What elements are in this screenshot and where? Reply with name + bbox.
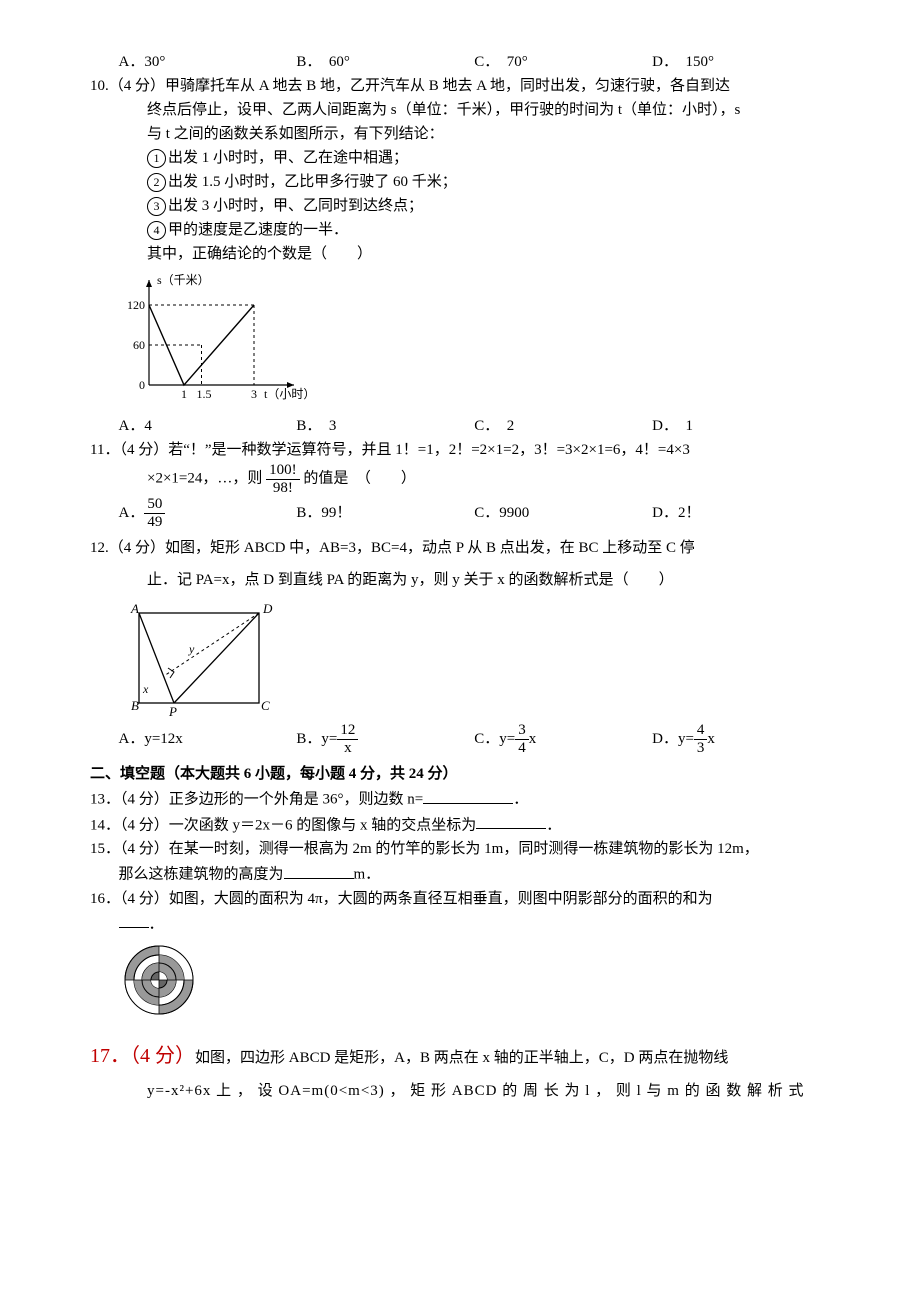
svg-text:t（小时）: t（小时） (264, 387, 315, 401)
q11-opt-b: B．99！ (296, 501, 474, 525)
q12-d-fraction: 4 3 (694, 722, 708, 756)
q13-blank (423, 786, 513, 804)
section-2-heading: 二、填空题（本大题共 6 小题，每小题 4 分，共 24 分） (90, 762, 830, 786)
q11-options: A． 50 49 B．99！ C．9900 D．2！ (119, 496, 831, 530)
q15-line1: 15．（4 分）在某一时刻，测得一根高为 2m 的竹竿的影长为 1m，同时测得一… (90, 837, 830, 861)
q11-main-fraction: 100! 98! (266, 462, 300, 496)
q9-options: A．30° B． 60° C． 70° D． 150° (119, 50, 831, 74)
q10-c3: 3出发 3 小时时，甲、乙同时到达终点； (90, 194, 830, 218)
q12-options: A．y=12x B．y= 12 x C．y= 3 4 x D．y= 4 3 x (119, 722, 831, 756)
q12-figure: A D B C P x y (119, 598, 831, 718)
q17-number: 17． (90, 1045, 130, 1067)
q10-opt-d: D． 1 (652, 414, 830, 438)
svg-text:1.5: 1.5 (196, 387, 211, 401)
q12-opt-b: B．y= 12 x (296, 722, 474, 756)
svg-text:A: A (130, 601, 139, 616)
q11-opt-a: A． 50 49 (119, 496, 297, 530)
q10-c2: 2出发 1.5 小时时，乙比甲多行驶了 60 千米； (90, 170, 830, 194)
q10-opt-a: A．4 (119, 414, 297, 438)
q16-line1: 16．（4 分）如图，大圆的面积为 4π，大圆的两条直径互相垂直，则图中阴影部分… (90, 887, 830, 911)
q12-b-fraction: 12 x (337, 722, 358, 756)
q11-a-fraction: 50 49 (144, 496, 165, 530)
q16-figure (119, 940, 831, 1020)
q16-line2: ． (90, 911, 830, 937)
svg-text:0: 0 (139, 378, 145, 392)
svg-text:3: 3 (251, 387, 257, 401)
q10-chart: 0 60 120 1 1.5 3 s（千米） t（小时） (119, 270, 831, 410)
svg-text:D: D (262, 601, 273, 616)
q17-line1: 17．（4 分）如图，四边形 ABCD 是矩形，A，B 两点在 x 轴的正半轴上… (90, 1036, 830, 1076)
circle-1-icon: 1 (147, 149, 166, 168)
q9-opt-d: D． 150° (652, 50, 830, 74)
svg-text:s（千米）: s（千米） (157, 273, 210, 287)
q11-stem-2: ×2×1=24，…，则 100! 98! 的值是 （ ） (90, 462, 830, 496)
svg-text:B: B (131, 698, 139, 713)
q10-c1: 1出发 1 小时时，甲、乙在途中相遇； (90, 146, 830, 170)
svg-text:x: x (142, 682, 149, 696)
q12-opt-d: D．y= 4 3 x (652, 722, 830, 756)
q15-blank (284, 861, 354, 879)
svg-text:1: 1 (181, 387, 187, 401)
q9-opt-a: A．30° (119, 50, 297, 74)
q10-c4: 4甲的速度是乙速度的一半． (90, 218, 830, 242)
svg-text:y: y (188, 642, 195, 656)
circle-3-icon: 3 (147, 197, 166, 216)
q10-opt-b: B． 3 (296, 414, 474, 438)
svg-text:C: C (261, 698, 270, 713)
q14: 14．（4 分）一次函数 y＝2x－6 的图像与 x 轴的交点坐标为． (90, 812, 830, 838)
q10-ask: 其中，正确结论的个数是（ ） (90, 242, 830, 266)
q13: 13．（4 分）正多边形的一个外角是 36°，则边数 n=． (90, 786, 830, 812)
q17-score: （4 分） (130, 1045, 195, 1067)
q9-opt-b: B． 60° (296, 50, 474, 74)
q15-line2: 那么这栋建筑物的高度为m． (90, 861, 830, 887)
q10-stem-3: 与 t 之间的函数关系如图所示，有下列结论： (90, 122, 830, 146)
q11-stem-1: 11．（4 分）若“！”是一种数学运算符号，并且 1！=1，2！=2×1=2，3… (90, 438, 830, 462)
svg-text:120: 120 (127, 298, 145, 312)
q12-opt-a: A．y=12x (119, 727, 297, 751)
q9-opt-c: C． 70° (474, 50, 652, 74)
q10-stem-1: 10.（4 分）甲骑摩托车从 A 地去 B 地，乙开汽车从 B 地去 A 地，同… (90, 74, 830, 98)
q11-opt-d: D．2！ (652, 501, 830, 525)
q10-stem-2: 终点后停止，设甲、乙两人间距离为 s（单位：千米），甲行驶的时间为 t（单位：小… (90, 98, 830, 122)
q10-opt-c: C． 2 (474, 414, 652, 438)
circle-4-icon: 4 (147, 221, 166, 240)
svg-text:P: P (168, 704, 177, 718)
q10-options: A．4 B． 3 C． 2 D． 1 (119, 414, 831, 438)
circle-2-icon: 2 (147, 173, 166, 192)
q11-opt-c: C．9900 (474, 501, 652, 525)
q17-line2: y=-x²+6x 上 ， 设 OA=m(0<m<3) ， 矩 形 ABCD 的 … (90, 1076, 830, 1106)
svg-text:60: 60 (133, 338, 145, 352)
q14-blank (476, 812, 546, 830)
q12-stem-1: 12.（4 分）如图，矩形 ABCD 中，AB=3，BC=4，动点 P 从 B … (90, 536, 830, 560)
q12-c-fraction: 3 4 (515, 722, 529, 756)
q12-stem-2: 止．记 PA=x，点 D 到直线 PA 的距离为 y，则 y 关于 x 的函数解… (90, 568, 830, 592)
q16-blank (119, 911, 149, 929)
q12-opt-c: C．y= 3 4 x (474, 722, 652, 756)
